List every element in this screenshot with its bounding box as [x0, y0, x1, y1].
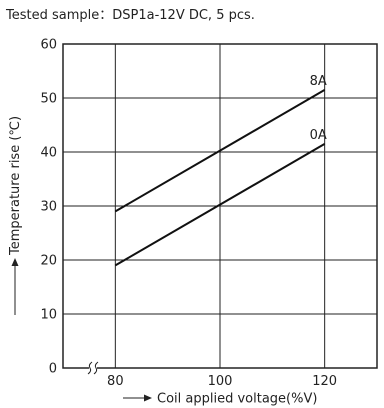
- grid-lines: [63, 44, 377, 368]
- y-tick-label: 20: [40, 254, 57, 269]
- y-tick-labels: 0 10 20 30 40 50 60: [40, 38, 57, 377]
- x-axis-arrowhead-icon: [144, 394, 152, 402]
- y-tick-label: 0: [49, 362, 57, 377]
- series-line-8a: [114, 89, 326, 213]
- series-labels: 8A 0A: [310, 74, 327, 143]
- series-label-8a: 8A: [310, 74, 327, 89]
- x-tick-label: 120: [312, 374, 337, 389]
- axis-break-mark: [93, 361, 99, 375]
- y-tick-label: 40: [40, 146, 57, 161]
- x-axis-title: Coil applied voltage(%V): [123, 392, 317, 407]
- axis-break-icon: [87, 361, 99, 375]
- axis-break-gap: [89, 365, 97, 371]
- y-tick-label: 10: [40, 308, 57, 323]
- x-tick-label: 100: [208, 374, 233, 389]
- series-lines: [114, 89, 326, 267]
- x-tick-label: 80: [107, 374, 124, 389]
- x-axis-label: Coil applied voltage(%V): [157, 392, 317, 407]
- series-label-0a: 0A: [310, 128, 327, 143]
- axis-break-mark: [87, 361, 93, 375]
- y-axis-label: Temperature rise (℃): [8, 116, 23, 256]
- y-tick-label: 50: [40, 92, 57, 107]
- y-tick-label: 30: [40, 200, 57, 215]
- y-axis-title: Temperature rise (℃): [8, 116, 23, 315]
- series-line-0a: [114, 143, 326, 267]
- y-tick-label: 60: [40, 38, 57, 53]
- plot-frame: [62, 43, 378, 369]
- y-axis-arrowhead-icon: [11, 258, 19, 266]
- x-tick-labels: 80 100 120: [107, 374, 337, 389]
- chart-caption: Tested sample：DSP1a-12V DC, 5 pcs.: [5, 8, 255, 23]
